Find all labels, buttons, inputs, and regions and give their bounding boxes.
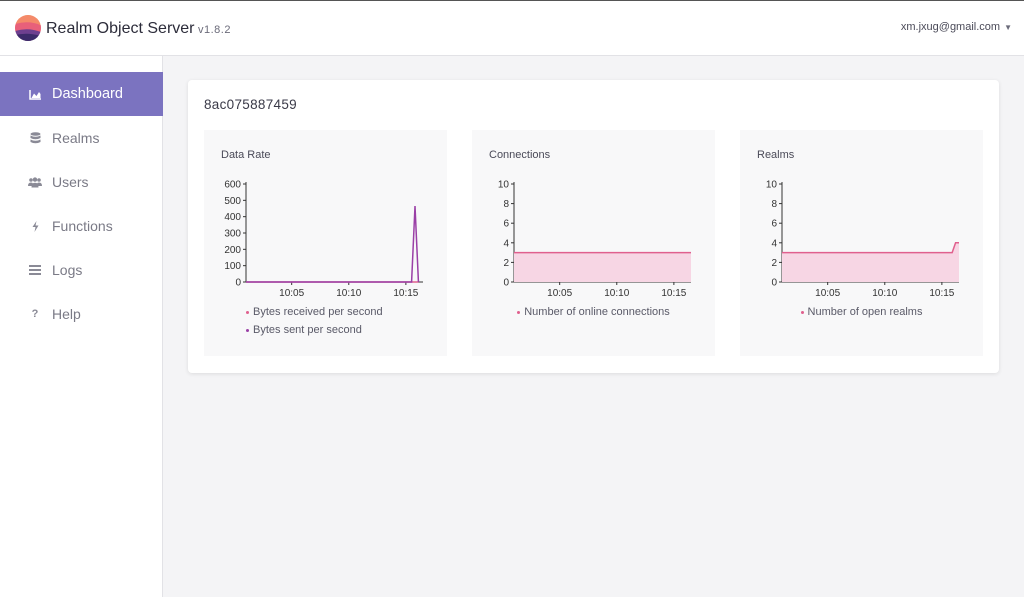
x-tick-label: 10:10 <box>604 288 629 299</box>
legend-label: Number of open realms <box>807 306 923 318</box>
y-tick-label: 0 <box>503 278 509 289</box>
legend-dot <box>517 310 521 314</box>
sidebar-item-label: Logs <box>52 262 83 278</box>
legend-label: Number of online connections <box>524 306 670 318</box>
sidebar-item-label: Users <box>52 174 89 190</box>
series-line <box>782 242 959 254</box>
series-area <box>514 252 691 282</box>
legend-label: Bytes sent per second <box>253 324 362 336</box>
chart-title: Data Rate <box>221 149 271 161</box>
y-tick-label: 600 <box>224 180 241 191</box>
connections-chart: 0 2 4 6 8 10 10:05 10:10 10:15 <box>498 180 691 299</box>
y-tick-label: 200 <box>224 245 241 256</box>
sidebar-item-dashboard[interactable]: Dashboard <box>0 72 163 116</box>
database-icon <box>28 132 42 144</box>
app-version: v1.8.2 <box>198 24 231 36</box>
legend-item: Bytes received per second <box>246 306 383 318</box>
series-line <box>246 206 420 283</box>
bolt-icon <box>28 220 42 232</box>
y-tick-label: 6 <box>503 219 509 230</box>
y-tick-label: 0 <box>771 278 777 289</box>
y-tick-label: 0 <box>235 278 241 289</box>
legend-item: Number of online connections <box>472 306 715 318</box>
sidebar-item-functions[interactable]: Functions <box>0 204 163 248</box>
realms-chart: 0 2 4 6 8 10 10:05 10:10 10:15 <box>766 180 959 299</box>
legend-label: Bytes received per second <box>253 306 383 318</box>
x-tick-label: 10:05 <box>815 288 840 299</box>
sidebar-item-label: Functions <box>52 218 113 234</box>
legend-dot <box>800 310 804 314</box>
sidebar-item-users[interactable]: Users <box>0 160 163 204</box>
y-tick-label: 500 <box>224 196 241 207</box>
chart-panel-realms: Realms 0 2 4 6 8 10 10:05 10:10 10:15 Number of … <box>740 130 983 356</box>
y-tick-label: 4 <box>503 238 509 249</box>
server-id-title: 8ac075887459 <box>204 97 297 112</box>
y-tick-label: 4 <box>771 238 777 249</box>
legend-item: Bytes sent per second <box>246 324 362 336</box>
list-icon <box>28 265 42 275</box>
top-bar: Realm Object Server v1.8.2 xm.jxug@gmail… <box>0 0 1024 56</box>
sidebar-item-realms[interactable]: Realms <box>0 116 163 160</box>
y-tick-label: 10 <box>498 180 510 191</box>
y-tick-label: 400 <box>224 212 241 223</box>
users-icon <box>28 176 42 188</box>
chart-title: Realms <box>757 149 795 161</box>
x-tick-label: 10:05 <box>279 288 304 299</box>
chart-panel-data-rate: Data Rate 0 100 200 300 400 500 600 10:05 10:10 1… <box>204 130 447 356</box>
x-tick-label: 10:15 <box>393 288 418 299</box>
user-email: xm.jxug@gmail.com <box>900 21 1001 33</box>
y-tick-label: 2 <box>503 258 509 269</box>
sidebar-item-label: Realms <box>52 130 100 146</box>
x-tick-label: 10:15 <box>929 288 954 299</box>
data-rate-chart: 0 100 200 300 400 500 600 10:05 10:10 10:15 <box>224 180 423 299</box>
y-tick-label: 10 <box>766 180 778 191</box>
sidebar-item-help[interactable]: ? Help <box>0 292 163 336</box>
x-tick-label: 10:10 <box>336 288 361 299</box>
y-tick-label: 100 <box>224 261 241 272</box>
sidebar: Dashboard Realms Users Functions Logs ? … <box>0 56 163 597</box>
y-tick-label: 8 <box>503 199 509 210</box>
y-tick-label: 8 <box>771 199 777 210</box>
server-card: 8ac075887459 Data Rate 0 100 200 300 400 500 6… <box>188 80 999 373</box>
caret-down-icon: ▼ <box>1004 22 1012 32</box>
series-area <box>782 242 959 282</box>
y-tick-label: 6 <box>771 219 777 230</box>
y-tick-label: 300 <box>224 229 241 240</box>
question-icon: ? <box>31 308 39 320</box>
user-menu[interactable]: xm.jxug@gmail.com ▼ <box>901 21 1012 33</box>
legend-dot <box>246 310 249 314</box>
x-tick-label: 10:05 <box>547 288 572 299</box>
app-title: Realm Object Server <box>46 20 195 37</box>
legend-item: Number of open realms <box>740 306 983 318</box>
y-tick-label: 2 <box>771 258 777 269</box>
x-tick-label: 10:15 <box>661 288 686 299</box>
chart-panel-connections: Connections 0 2 4 6 8 10 10:05 10:10 10:15 Numbe… <box>472 130 715 356</box>
chart-title: Connections <box>489 149 551 161</box>
area-chart-icon <box>28 89 42 100</box>
legend-dot <box>246 328 249 332</box>
x-tick-label: 10:10 <box>872 288 897 299</box>
sidebar-item-label: Dashboard <box>52 86 123 102</box>
sidebar-item-logs[interactable]: Logs <box>0 248 163 292</box>
realm-logo[interactable] <box>15 15 41 41</box>
sidebar-item-label: Help <box>52 306 81 322</box>
